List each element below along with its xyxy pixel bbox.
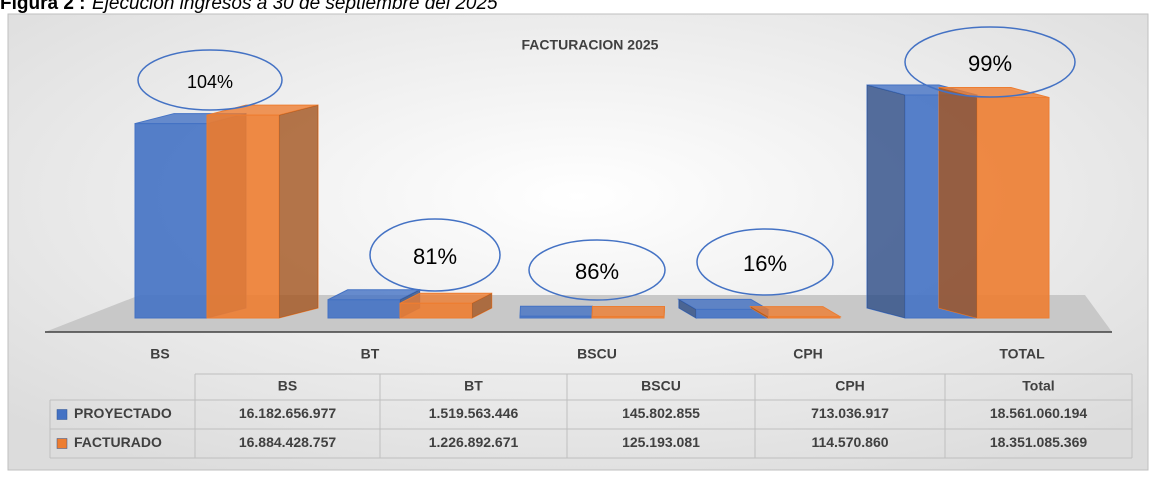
table-header: BT: [464, 378, 483, 394]
table-value: 114.570.860: [811, 434, 888, 450]
legend-label: FACTURADO: [74, 434, 162, 450]
table-value: 18.351.085.369: [990, 434, 1088, 450]
annotation-ellipse: [904, 26, 1076, 98]
category-label: BS: [150, 346, 169, 362]
bar-top: [519, 305, 594, 317]
bar-front: [976, 97, 1050, 319]
bar-top: [749, 306, 842, 318]
bar-top: [399, 292, 492, 304]
bar-shade: [750, 306, 768, 318]
bar-shade: [678, 299, 696, 318]
bar-shade: [472, 293, 492, 318]
bar: [591, 305, 666, 319]
table-value: 16.884.428.757: [239, 434, 337, 450]
bar: [519, 305, 594, 319]
table-value: 18.561.060.194: [990, 405, 1088, 421]
chart-title: FACTURACION 2025: [522, 37, 659, 53]
table-value: 713.036.917: [811, 405, 889, 421]
bar-shade: [664, 306, 665, 318]
category-label: TOTAL: [999, 346, 1045, 362]
bar-top: [591, 305, 666, 317]
annotation: 104%: [187, 72, 233, 92]
bar-top: [677, 298, 770, 310]
table-value: 1.226.892.671: [429, 434, 519, 450]
category-label: CPH: [793, 346, 823, 362]
bar-shade: [939, 87, 977, 318]
annotation-ellipse: [696, 228, 834, 296]
legend-label: PROYECTADO: [74, 405, 172, 421]
legend-swatch: [56, 438, 68, 449]
legend-swatch: [56, 409, 68, 420]
bar: [206, 104, 319, 319]
bar-front: [327, 299, 401, 319]
caption-text: Ejecución ingresos a 30 de septiembre de…: [92, 0, 498, 14]
bar: [749, 305, 842, 319]
annotation: 99%: [968, 51, 1012, 76]
bar: [399, 292, 493, 319]
bar-front: [134, 123, 208, 319]
annotation-ellipse: [137, 49, 283, 111]
bar-shade: [867, 85, 905, 318]
bar: [938, 86, 1050, 319]
caption-label: Figura 2 :: [0, 0, 86, 14]
table-header: Total: [1022, 378, 1054, 394]
bar-front: [206, 114, 280, 319]
annotation-ellipse: [528, 239, 666, 301]
table-header: BSCU: [641, 378, 681, 394]
annotation: 81%: [413, 244, 457, 269]
annotation: 86%: [575, 259, 619, 284]
annotation: 16%: [743, 251, 787, 276]
table-value: 16.182.656.977: [239, 405, 337, 421]
table-value: 1.519.563.446: [429, 405, 519, 421]
table-value: 125.193.081: [622, 434, 700, 450]
table-header: CPH: [835, 378, 865, 394]
category-label: BT: [361, 346, 380, 362]
bar-shade: [279, 105, 318, 318]
table-value: 145.802.855: [622, 405, 700, 421]
bar: [677, 298, 770, 319]
bar-front: [399, 302, 473, 319]
annotation-ellipse: [369, 218, 501, 292]
category-label: BSCU: [577, 346, 617, 362]
table-header: BS: [278, 378, 297, 394]
